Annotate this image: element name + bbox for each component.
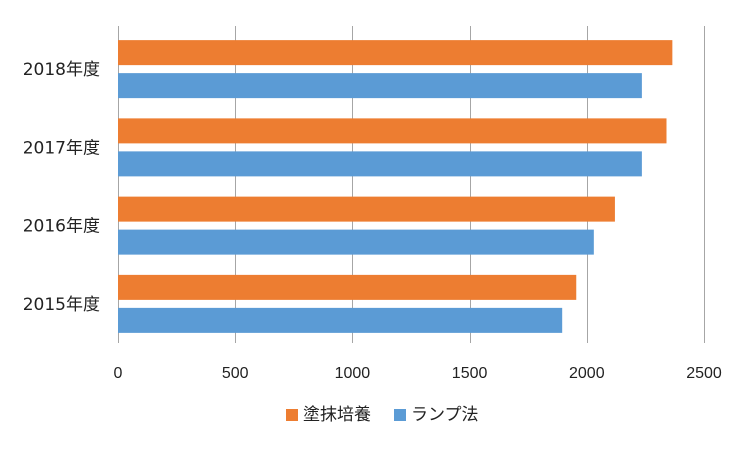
legend-label-0: 塗抹培養 — [303, 404, 371, 425]
bar-series1-2 — [118, 196, 615, 222]
x-tick-label-1500: 1500 — [452, 365, 488, 382]
y-axis-category-labels: 2018年度 2017年度 2016年度 2015年度 — [23, 60, 100, 315]
category-label-0: 2018年度 — [23, 60, 100, 80]
category-label-2: 2016年度 — [23, 217, 100, 237]
legend-label-1: ランプ法 — [411, 405, 479, 425]
x-tick-label-500: 500 — [222, 365, 249, 382]
bar-series1-0 — [118, 40, 673, 66]
bar-series2-3 — [118, 307, 563, 333]
category-label-3: 2015年度 — [23, 295, 100, 315]
bars — [118, 40, 673, 333]
category-label-1: 2017年度 — [23, 138, 100, 158]
bar-series1-1 — [118, 118, 667, 144]
bar-series1-3 — [118, 274, 577, 300]
legend-swatch-1 — [394, 409, 406, 421]
bar-series2-0 — [118, 73, 642, 99]
legend-swatch-0 — [286, 409, 298, 421]
x-tick-label-1000: 1000 — [335, 365, 371, 382]
x-tick-label-0: 0 — [114, 365, 123, 382]
x-axis-tick-labels: 0 500 1000 1500 2000 2500 — [114, 365, 722, 382]
x-tick-label-2500: 2500 — [686, 365, 722, 382]
bar-series2-1 — [118, 151, 642, 177]
x-tick-label-2000: 2000 — [569, 365, 605, 382]
bar-series2-2 — [118, 229, 594, 255]
legend: 塗抹培養 ランプ法 — [286, 404, 479, 425]
